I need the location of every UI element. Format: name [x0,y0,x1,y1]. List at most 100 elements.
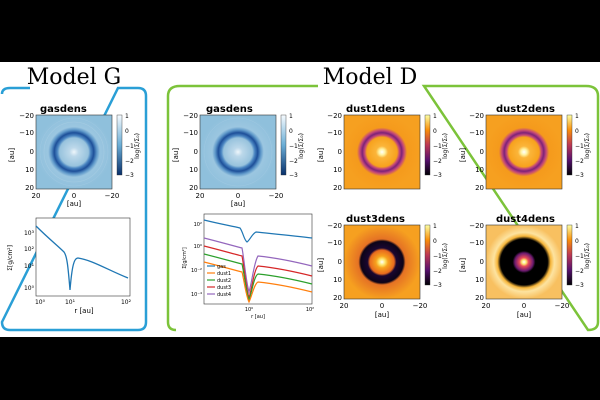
cbar-tick: −3 [125,172,134,179]
y-tick: 10⁰ [194,244,202,250]
density-map [344,115,420,189]
y-tick: −20 [327,112,342,120]
plot-frame [35,217,131,297]
legend-dust4: dust4 [217,292,231,298]
cbar-tick: 0 [433,128,437,135]
cbar-tick: −2 [575,158,584,165]
cbar-tick: 1 [433,113,437,120]
cbar-tick: 0 [575,128,579,135]
cbar-tick: 0 [433,238,437,245]
y-label: [au] [459,148,467,162]
x-label: [au] [67,200,81,208]
y-tick: −10 [469,129,484,137]
panel-title: gasdens [40,104,87,115]
y-tick: −20 [469,222,484,230]
y-tick: −10 [469,239,484,247]
y-tick: 0 [480,258,484,266]
y-tick: 10 [189,166,198,174]
cbar-label: log(Σ/Σ₀) [584,243,591,269]
y-tick: 0 [194,148,198,156]
legend-dust1: dust1 [217,271,231,277]
y-tick: 20 [25,184,34,192]
y-tick: 20 [475,184,484,192]
cbar-tick: −1 [575,253,584,260]
model-d-bracket [166,84,600,332]
cbar-tick: −2 [433,158,442,165]
x-tick: 10⁰ [245,307,253,313]
density-map [200,115,276,189]
y-tick: 20 [475,294,484,302]
panel-title: gasdens [206,104,253,115]
legend-dust2: dust2 [217,278,231,284]
y-tick: 20 [333,294,342,302]
y-tick: 10 [475,166,484,174]
model-d-title: Model D [323,65,418,90]
panel-title: dust1dens [346,104,405,115]
x-tick: −20 [269,192,284,200]
legend: gas dust1 dust2 dust3 dust4 [207,264,231,298]
x-tick: 20 [482,302,491,310]
cbar-label: log(Σ/Σ₀) [134,133,141,159]
dust3-line [203,245,313,301]
y-tick: 0 [480,148,484,156]
x-tick: 0 [236,192,240,200]
legend-gas: gas [217,264,226,270]
x-tick: 10⁰ [35,299,46,306]
cbar-tick: −3 [289,172,298,179]
colorbar [424,224,431,286]
y-tick: 10 [333,166,342,174]
y-tick: 10¹ [24,263,35,270]
cbar-label: log(Σ/Σ₀) [584,133,591,159]
y-tick: 10 [475,276,484,284]
y-tick: −10 [19,129,34,137]
x-tick: −20 [555,302,570,310]
y-tick: −20 [469,112,484,120]
panel-g-profile: 10³ 10² 10¹ 10⁰ Σ[g/cm²] 10⁰ 10¹ 10² r [… [7,217,132,315]
y-tick: 20 [189,184,198,192]
dust2-line [203,253,313,302]
panel-d-profile: 10² 10⁰ 10⁻² 10⁻⁴ Σ[g/cm²] 10⁰ 10² r [au… [182,213,314,320]
panel-d-dust3dens: dust3dens −20 −10 0 10 20 [au] 20 0 −20 … [317,214,449,319]
cbar-tick: −2 [125,158,134,165]
cbar-tick: −1 [125,143,134,150]
y-label: [au] [317,258,325,272]
dust4-line [203,237,313,295]
cbar-tick: −3 [575,172,584,179]
cbar-tick: 1 [289,113,293,120]
model-g-title: Model G [27,65,121,90]
x-tick: 10¹ [65,299,76,306]
panel-g-gasdens: gasdens −20 −10 0 10 20 [au] 20 0 −20 [a… [8,104,141,208]
panel-title: dust4dens [496,214,555,225]
density-map [344,225,420,299]
x-tick: −20 [105,192,120,200]
panel-title: dust3dens [346,214,405,225]
colorbar [566,224,573,286]
legend-dust3: dust3 [217,285,231,291]
cbar-tick: 1 [575,113,579,120]
density-map [486,115,562,189]
x-label: r [au] [74,307,94,315]
cbar-tick: −1 [289,143,298,150]
cbar-tick: −1 [433,253,442,260]
panel-d-dust4dens: dust4dens −20 −10 0 10 20 [au] 20 0 −20 … [459,214,591,319]
panel-title: dust2dens [496,104,555,115]
density-map [486,225,562,299]
y-tick: 10 [25,166,34,174]
panel-d-dust2dens: dust2dens −20 −10 0 10 20 [au] 1 0 −1 −2… [459,104,591,192]
cbar-tick: −2 [433,268,442,275]
cbar-tick: −1 [433,143,442,150]
model-g-bracket [0,86,148,332]
dust1-line [203,261,313,304]
x-label: [au] [231,200,245,208]
x-tick: 0 [522,302,526,310]
y-label: Σ[g/cm²] [7,245,14,271]
cbar-label: log(Σ/Σ₀) [298,133,305,159]
y-tick: −20 [183,112,198,120]
gas-line [203,219,313,243]
y-tick: −10 [327,239,342,247]
y-tick: 10⁻² [191,268,202,274]
y-label: [au] [459,258,467,272]
y-label: [au] [172,148,180,162]
cbar-tick: 0 [125,128,129,135]
panel-d-gasdens: gasdens −20 −10 0 10 20 [au] 20 0 −20 [a… [172,104,305,208]
